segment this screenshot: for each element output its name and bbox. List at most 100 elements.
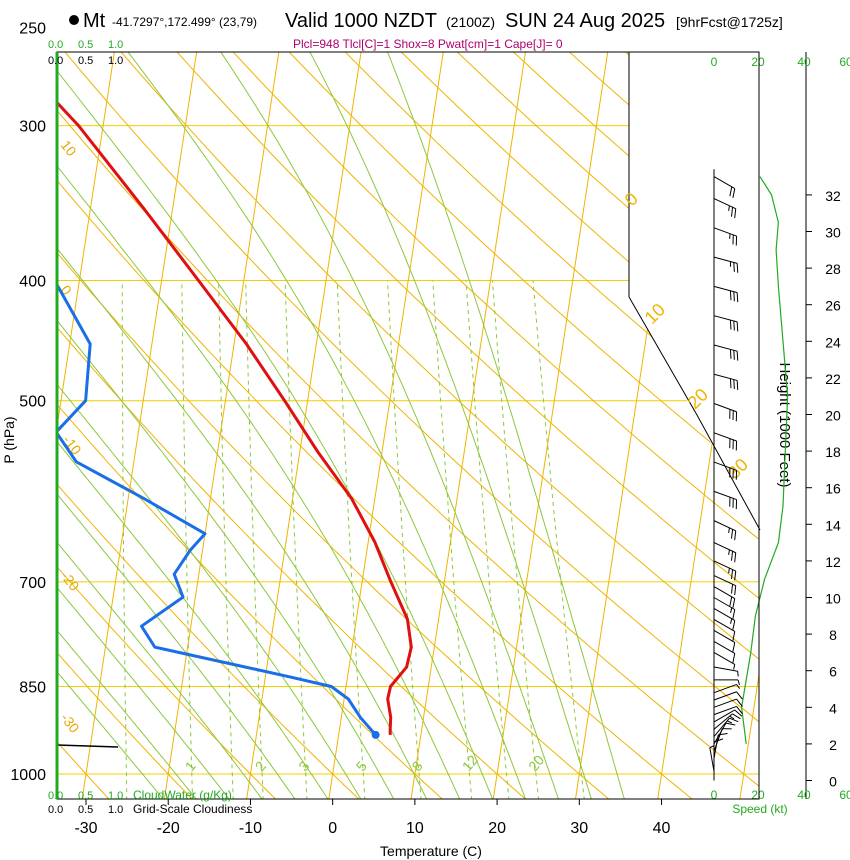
cloud-water-tick: 0.5 [78,790,93,802]
isotherm-label: -30 [58,710,83,736]
wind-barb-feather [736,321,739,332]
station-dot-icon [69,15,79,25]
wind-barb-staff [713,403,737,413]
station-coords: -41.7297°,172.499° (23,79) [112,15,257,29]
wind-barb-staff [713,542,736,554]
cutout-fill [629,52,760,530]
height-tick-label: 32 [825,188,841,204]
wind-barb [713,560,737,581]
wind-barb-feather [733,320,735,331]
wind-barb-feather [736,292,739,303]
wind-barb [713,705,743,716]
cutout-border [628,52,761,531]
wind-barb-feather [733,664,736,670]
isotherm [163,52,280,799]
wind-barb-feather [732,609,736,619]
wind-barb-feather [734,552,737,563]
wind-barb-staff [709,747,715,772]
pressure-tick: 500 [19,394,46,411]
wind-barb [713,698,743,708]
height-tick-label: 10 [825,591,841,607]
mixing-ratio-line [121,280,128,799]
speed-tick-top: 0 [711,55,718,69]
moist-adiabat [57,670,164,799]
wind-barb-staff [713,651,736,665]
wind-barb-staff [713,432,737,442]
wind-barb-feather [729,320,732,330]
moist-adiabat [57,165,461,799]
wind-barb-staff [713,698,737,708]
wind-barb-staff [713,666,738,672]
wind-barb-staff [713,619,736,632]
height-tick-label: 28 [825,261,841,277]
wind-barb [713,597,736,619]
wind-barb [713,717,739,737]
wind-barb-staff [713,722,727,745]
height-tick-label: 20 [825,408,841,424]
speed-tick-bottom: 40 [797,788,811,802]
wind-barb [713,709,743,723]
wind-barb-feather [730,618,733,624]
wind-barb-feather [728,568,730,574]
isotherm [57,52,115,430]
height-tick-label: 0 [829,774,837,790]
wind-barb [713,198,737,219]
dry-adiabat [57,740,110,799]
wind-barb-staff [713,256,738,264]
utc-time: (2100Z) [446,14,495,30]
pressure-tick: 400 [19,274,46,291]
moist-adiabat [220,52,559,799]
grid-cutout [628,52,761,531]
wind-barb [713,713,741,730]
sounding-params: Plcl=948 Tlcl[C]=1 Shox=8 Pwat[cm]=1 Cap… [293,37,563,51]
x-tick-label: -30 [74,820,97,837]
dry-adiabat [176,52,759,600]
wind-barb-staff [713,490,737,501]
mixing-ratio-line [181,280,194,799]
wind-barb-feather [732,188,736,198]
wind-barb-staff [713,227,737,237]
wind-barb-feather [733,379,735,390]
wind-barb-feather [729,717,739,723]
wind-barb-feather [736,263,739,273]
cloudiness-title: Grid-Scale Cloudiness [133,802,252,816]
mixing-ratio-label: 2 [252,758,269,774]
speed-tick-top: 60 [839,55,850,69]
wind-barb-feather [729,596,733,607]
wind-barb-feather [732,620,736,630]
dry-adiabat [57,326,527,799]
wind-barb-feather [730,607,733,613]
height-tick-label: 12 [825,554,841,570]
wind-barb-feather [733,350,735,360]
x-tick-label: 40 [653,820,671,837]
wind-barb [713,520,737,541]
forecast-run: [9hrFcst@1725z] [676,14,783,30]
dry-adiabat [344,52,759,427]
height-tick-label: 26 [825,298,841,314]
speed-tick-bottom: 20 [751,788,765,802]
valid-time: Valid 1000 NZDT [285,10,437,32]
dewpoint-profile [57,281,377,736]
mixing-ratio-label: 5 [353,758,370,774]
moist-adiabat [387,52,625,799]
wind-barb [713,461,738,480]
wind-barb [713,666,739,677]
isotherm [246,52,362,799]
wind-barb-staff [713,285,738,294]
wind-barb-staff [713,705,737,716]
wind-barb-feather [733,262,735,272]
wind-barb-feather [730,569,734,580]
wind-barb-feather [736,706,743,715]
speed-profile [740,176,789,744]
speed-tick-top: 40 [797,55,811,69]
wind-barb [713,608,736,630]
mixing-ratio-label: 1 [181,758,198,774]
x-tick-label: -20 [157,820,180,837]
mixing-ratio-line [532,280,585,799]
wind-barb-staff [713,373,738,381]
mixing-ratio-line [465,280,510,799]
cloud-water-tick: 0.0 [48,39,63,51]
cloud-water-tick: 0.0 [48,790,63,802]
